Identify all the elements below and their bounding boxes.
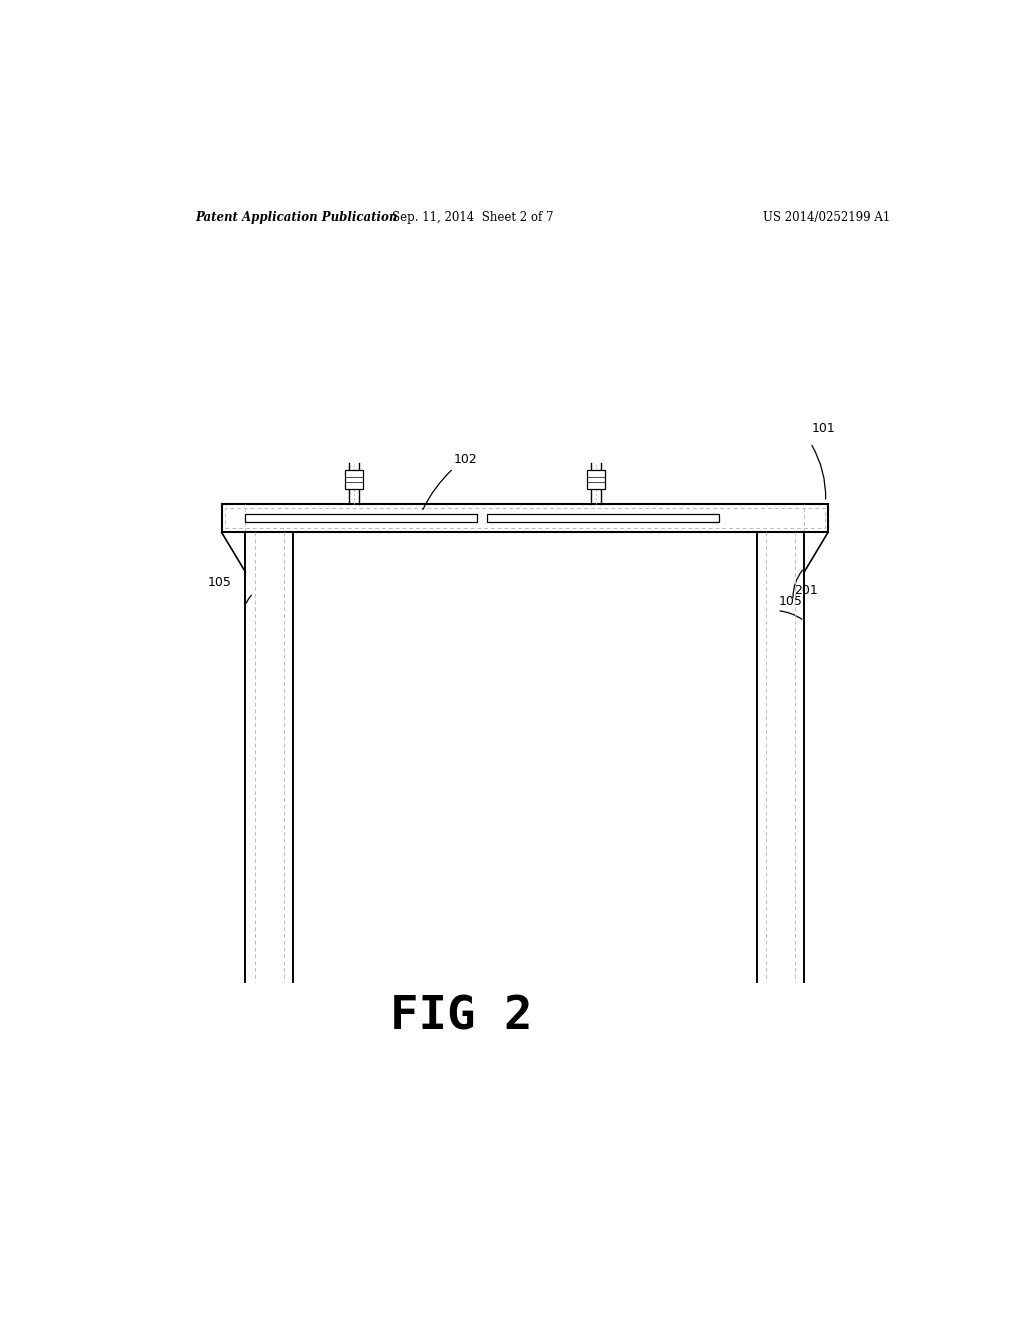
Text: FIG 2: FIG 2	[390, 995, 532, 1040]
Bar	[345, 470, 362, 488]
Text: US 2014/0252199 A1: US 2014/0252199 A1	[763, 211, 890, 224]
Text: 102: 102	[454, 453, 477, 466]
Text: 201: 201	[795, 585, 818, 598]
Text: 101: 101	[812, 422, 836, 434]
Bar	[246, 515, 477, 523]
Bar	[588, 470, 605, 488]
Bar	[486, 515, 719, 523]
Bar	[225, 508, 824, 528]
Bar	[221, 504, 828, 532]
Text: 105: 105	[207, 577, 231, 589]
Text: Patent Application Publication: Patent Application Publication	[196, 211, 398, 224]
Text: 105: 105	[778, 594, 803, 607]
Text: Sep. 11, 2014  Sheet 2 of 7: Sep. 11, 2014 Sheet 2 of 7	[392, 211, 554, 224]
